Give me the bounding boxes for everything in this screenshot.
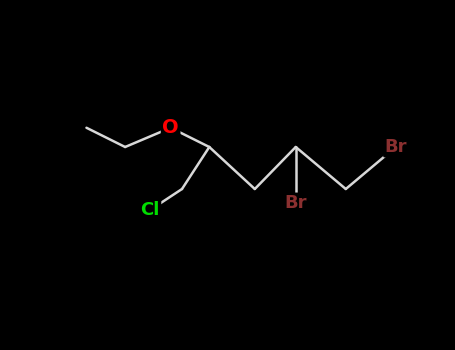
Text: Br: Br bbox=[284, 194, 307, 212]
Text: O: O bbox=[162, 118, 179, 137]
Text: Br: Br bbox=[384, 138, 407, 156]
Text: Cl: Cl bbox=[141, 201, 160, 219]
